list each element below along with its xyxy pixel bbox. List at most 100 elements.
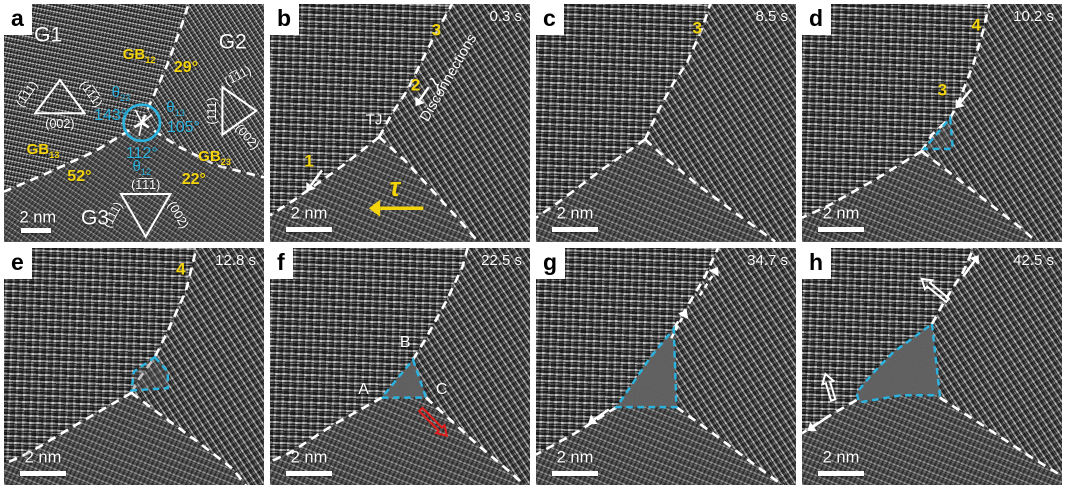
new-grain-outline — [379, 356, 428, 399]
grain-boundary-line — [411, 247, 469, 360]
panel-letter: g — [536, 247, 566, 279]
scale-bar-label: 2 nm — [822, 204, 860, 223]
annotation-label: GB23 — [198, 149, 231, 167]
annotation-label: G1 — [34, 24, 62, 45]
arrow-shaft — [418, 86, 430, 101]
micrograph-panel-c: 3 c 8.5 s 2 nm — [536, 4, 796, 242]
annotation-label: 4 — [176, 260, 185, 277]
scale-bar — [285, 470, 333, 476]
annotation-subscript: 23 — [220, 157, 232, 168]
annotation-subscript: 13 — [49, 150, 60, 161]
annotation-text: 3 — [937, 80, 948, 99]
grain-boundary-line — [130, 247, 198, 394]
annotation-text: 4 — [971, 15, 981, 35]
arrow-head — [677, 309, 689, 319]
scale-bar-label: 2 nm — [290, 448, 328, 467]
annotation-label: τ — [389, 174, 400, 200]
scale-bar-label: 2 nm — [24, 448, 62, 467]
new-grain-outline — [614, 324, 678, 408]
panel-letter: a — [4, 4, 32, 35]
annotation-subscript: 23 — [120, 93, 131, 104]
grain-boundary-line — [270, 135, 381, 217]
scale-bar-label: 2 nm — [556, 448, 594, 467]
scale-bar — [20, 228, 51, 234]
new-grain-outline — [921, 114, 955, 151]
grain-boundary-line — [536, 138, 646, 219]
scale-bar — [817, 227, 865, 233]
annotation-label: GB13 — [27, 142, 60, 160]
arrow-shaft — [962, 260, 976, 277]
annotation-text: (1̅1̅1) — [131, 177, 161, 192]
annotation-label: 4 — [971, 17, 980, 34]
arrow-shaft — [670, 315, 685, 339]
scale-bar-label: 2 nm — [19, 208, 57, 227]
grain-boundary-line — [141, 121, 264, 179]
annotation-label: G2 — [219, 32, 247, 53]
annotation-label: 29° — [174, 60, 198, 76]
annotation-text: 22° — [181, 170, 206, 188]
annotation-label: 52° — [67, 169, 91, 185]
annotation-label: 3 — [692, 19, 701, 36]
annotation-label: (111) — [205, 97, 219, 124]
orientation-triangle — [33, 78, 87, 115]
grain-boundary-line — [270, 395, 383, 463]
annotation-text: A — [358, 381, 369, 398]
timestamp: 22.5 s — [481, 251, 522, 269]
panel-letter: h — [802, 247, 832, 279]
grain-boundary-line — [939, 396, 1062, 477]
annotation-subscript: 12 — [140, 166, 152, 177]
annotation-label: (002) — [45, 117, 74, 131]
scale-bar-label: 2 nm — [822, 448, 860, 467]
annotation-text: G3 — [80, 206, 110, 230]
arrow-head — [588, 414, 598, 424]
annotation-label: θ13 — [166, 99, 185, 117]
timestamp: 42.5 s — [1013, 251, 1054, 269]
scale-bar-label: 2 nm — [556, 204, 594, 223]
orientation-triangle — [134, 109, 143, 124]
timestamp: 12.8 s — [215, 251, 256, 269]
annotation-text: τ — [389, 171, 401, 202]
annotation-label: C — [436, 382, 448, 398]
grain-boundary-line — [802, 150, 923, 219]
annotation-label: TJ — [366, 113, 383, 128]
orientation-triangle — [138, 122, 143, 136]
new-grain-outline — [855, 321, 942, 404]
arrow-head — [415, 96, 425, 107]
scale-bar — [19, 470, 67, 476]
grain-boundary-line — [4, 391, 133, 465]
arrow-shaft — [959, 88, 972, 104]
arrow-shaft — [698, 272, 715, 296]
annotation-text: 112° — [125, 144, 158, 162]
annotation-label: (1̅1̅1) — [131, 178, 160, 191]
annotation-text: 1 — [304, 151, 314, 171]
annotation-label: 1 — [304, 152, 313, 169]
triple-junction-circle — [122, 103, 162, 143]
micrograph-panel-g: g 34.7 s 2 nm — [536, 247, 796, 485]
arrow-head — [969, 254, 979, 265]
annotation-text: θ — [111, 84, 120, 102]
annotation-label: θ23 — [112, 85, 131, 103]
scale-bar-label: 2 nm — [290, 204, 328, 223]
annotation-label: 143° — [94, 106, 128, 124]
annotation-text: 52° — [67, 168, 92, 186]
grain-boundary-line — [644, 138, 776, 242]
grain-boundary-line — [536, 405, 618, 456]
panel-grid: G1 G2 G3 GB12 29° GB13 52° GB23 22° θ23 143° θ13 105… — [4, 4, 1062, 485]
annotation-text: θ — [166, 98, 175, 116]
annotation-text: 143° — [94, 106, 128, 124]
panel-letter: f — [270, 247, 293, 279]
arrow-head — [955, 98, 965, 109]
grain-boundary-line — [675, 405, 784, 485]
micrograph-panel-a: G1 G2 G3 GB12 29° GB13 52° GB23 22° θ23 143° θ13 105… — [4, 4, 264, 242]
scale-bar — [551, 227, 599, 233]
timestamp: 10.2 s — [1013, 8, 1054, 25]
annotation-label: 105° — [167, 119, 200, 136]
arrow-shaft — [812, 415, 829, 427]
orientation-triangle — [119, 192, 173, 239]
annotation-text: GB — [26, 141, 50, 159]
arrow-head — [807, 421, 817, 431]
micrograph-panel-h: h 42.5 s 2 nm — [802, 247, 1062, 485]
micrograph-panel-d: 4 3 d 10.2 s 2 nm — [802, 4, 1062, 242]
